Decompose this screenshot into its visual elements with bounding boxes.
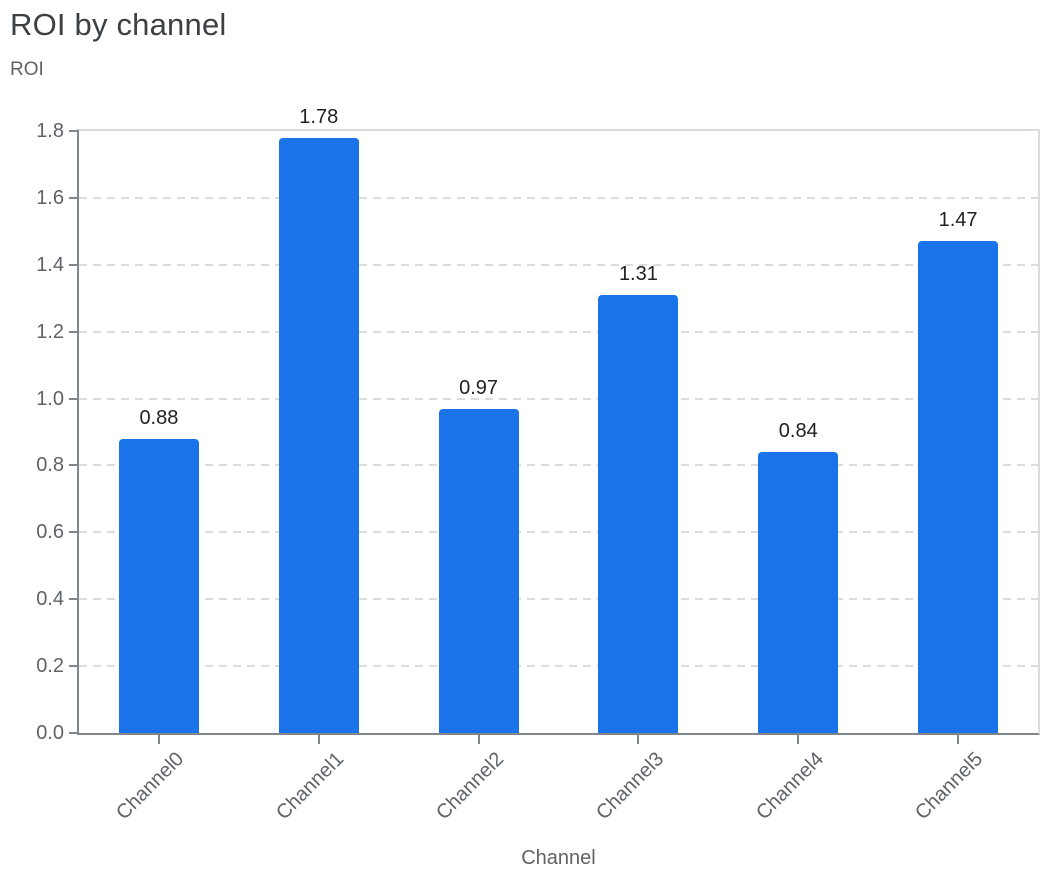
y-tick-label: 0.8	[36, 454, 64, 477]
x-axis-tick	[637, 735, 640, 744]
chart-title: ROI by channel	[10, 7, 227, 42]
x-axis-title: Channel	[521, 847, 596, 869]
bar-value-label: 0.88	[139, 406, 179, 429]
x-tick-label: Channel1	[272, 748, 349, 825]
plot-area: 0.88 1.78 0.97 1.31 0.84 1.47	[77, 106, 1040, 735]
y-tick-label: 1.2	[36, 320, 64, 343]
y-tick-label: 0.6	[36, 521, 64, 544]
gridline	[79, 665, 1038, 668]
bar-channel4[interactable]	[758, 452, 839, 733]
x-tick-label: Channel5	[911, 748, 988, 825]
gridline	[79, 531, 1038, 534]
bar-channel1[interactable]	[278, 137, 359, 733]
x-tick-label: Channel2	[432, 748, 509, 825]
x-tick-label: Channel0	[112, 748, 189, 825]
bar-value-label: 1.78	[299, 105, 339, 128]
gridline	[79, 598, 1038, 601]
x-axis-tick	[957, 735, 960, 744]
bar-value-label: 0.84	[778, 420, 818, 443]
y-tick-label: 0.0	[36, 722, 64, 744]
bar-channel5[interactable]	[918, 241, 999, 733]
bar-channel3[interactable]	[598, 294, 679, 733]
bar-channel2[interactable]	[438, 408, 519, 733]
gridline	[79, 397, 1038, 400]
gridline	[79, 464, 1038, 467]
gridline	[79, 330, 1038, 333]
x-axis-tick	[797, 735, 800, 744]
gridline	[79, 263, 1038, 266]
x-tick-label: Channel4	[751, 748, 828, 825]
y-axis-title: ROI	[10, 59, 44, 80]
bar-value-label: 0.97	[459, 376, 499, 399]
bar-value-label: 1.31	[618, 262, 658, 285]
y-tick-label: 0.4	[36, 588, 64, 611]
y-tick-label: 1.6	[36, 186, 64, 209]
y-tick-label: 0.2	[36, 655, 64, 678]
x-axis-tick	[477, 735, 480, 744]
x-axis-tick	[317, 735, 320, 744]
y-tick-label: 1.8	[36, 120, 64, 142]
gridline	[79, 196, 1038, 199]
x-tick-label: Channel3	[591, 748, 668, 825]
bar-value-label: 1.47	[938, 209, 978, 232]
bar-channel0[interactable]	[118, 438, 199, 733]
x-axis-tick	[157, 735, 160, 744]
y-tick-label: 1.4	[36, 253, 64, 276]
y-tick-label: 1.0	[36, 387, 64, 410]
